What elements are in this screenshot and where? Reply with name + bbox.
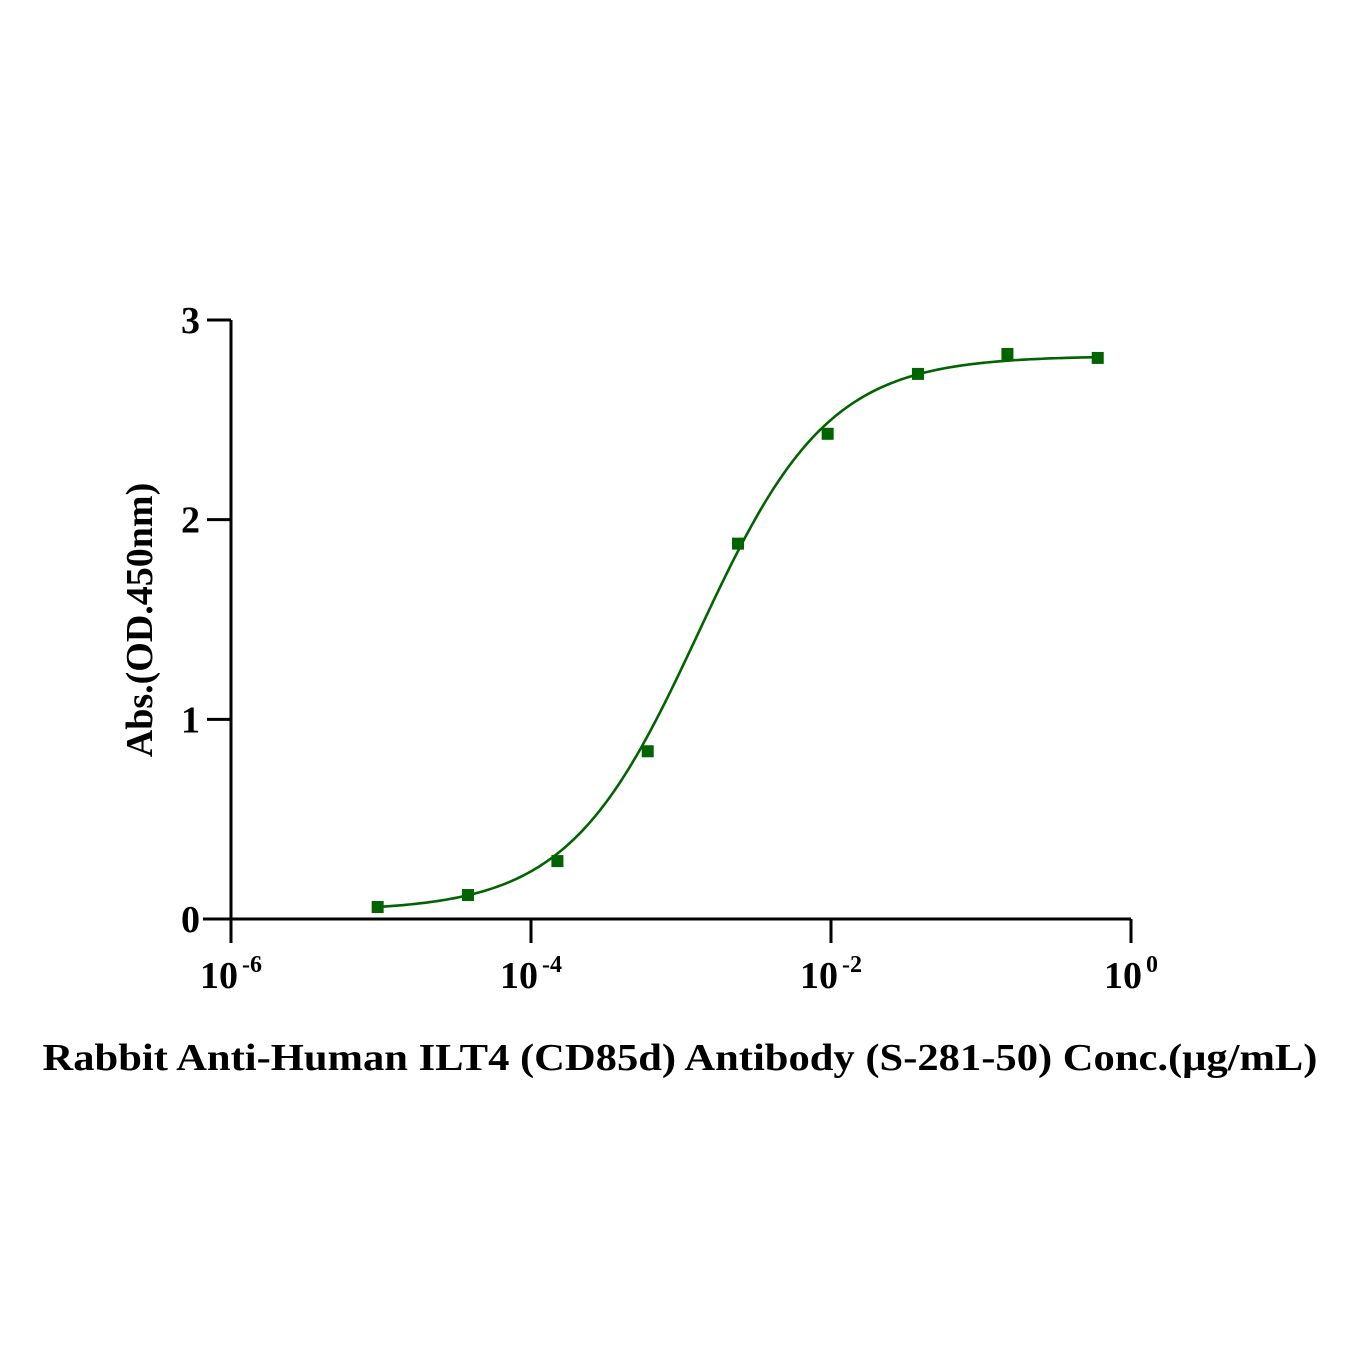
data-points <box>371 347 1104 914</box>
x-tick-label: 10 -4 <box>500 952 562 997</box>
data-point <box>551 855 564 868</box>
y-tick-label: 0 <box>181 899 200 941</box>
data-point <box>371 901 384 914</box>
x-ticks: 10 -6 10 -4 10 -2 10 0 <box>200 919 1158 997</box>
y-tick-label: 1 <box>181 699 200 741</box>
data-point <box>821 427 834 440</box>
axes <box>203 320 1131 921</box>
fit-curve <box>377 355 1098 909</box>
y-ticks: 0 1 2 3 <box>181 300 231 941</box>
data-point <box>732 537 745 550</box>
y-tick-label: 2 <box>181 500 200 542</box>
data-point <box>641 745 654 758</box>
data-point <box>1001 347 1014 360</box>
x-tick-label: 10 -6 <box>200 952 262 997</box>
x-axis-title: Rabbit Anti-Human ILT4 (CD85d) Antibody … <box>43 1037 1318 1079</box>
y-tick-label: 3 <box>181 300 200 342</box>
data-point <box>461 889 474 902</box>
x-tick-label: 10 0 <box>1104 952 1158 997</box>
x-tick-label: 10 -2 <box>800 952 862 997</box>
data-point <box>911 367 924 380</box>
y-axis-title: Abs.(OD.450nm) <box>119 483 161 757</box>
data-point <box>1091 351 1104 364</box>
